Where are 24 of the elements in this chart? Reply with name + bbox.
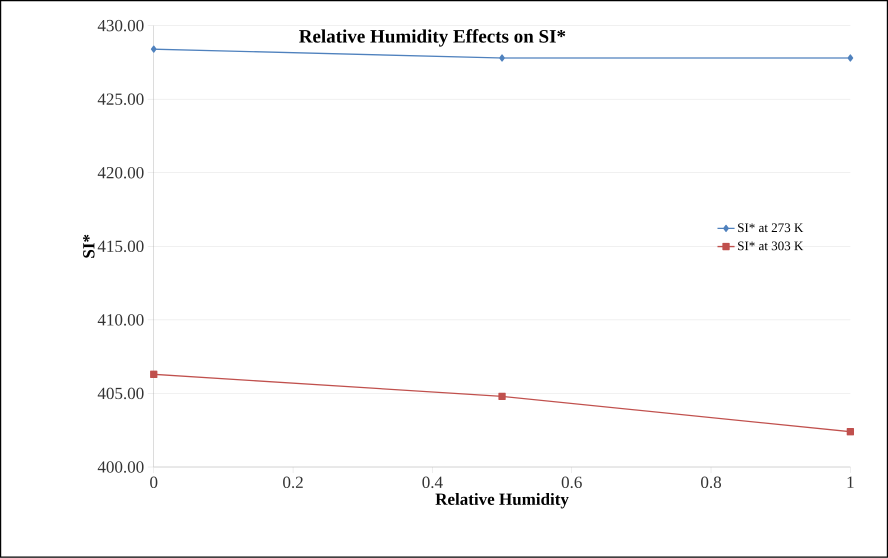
y-tick-label: 400.00 (98, 461, 144, 473)
point (150, 370, 158, 378)
point (846, 428, 854, 436)
y-tick-label: 410.00 (98, 314, 144, 326)
y-tick-label: 430.00 (98, 20, 144, 32)
x-tick-label: 0 (150, 476, 158, 488)
point (150, 46, 157, 53)
x-tick-label: 0.2 (283, 476, 303, 488)
legend-label: SI* at 303 K (738, 242, 804, 250)
legend-label: SI* at 273 K (738, 224, 804, 232)
point (499, 54, 505, 62)
x-tick-label: 0.8 (701, 476, 722, 488)
chart-title: Relative Humidity Effects on SI* (299, 29, 566, 47)
y-tick-label: 420.00 (98, 167, 144, 179)
y-tick-label: 415.00 (98, 240, 144, 252)
y-axis-title: SI* (83, 234, 95, 258)
x-tick-label: 1 (848, 476, 854, 488)
y-tick-label: 405.00 (98, 388, 144, 400)
point (847, 54, 854, 62)
x-tick-label: 0.6 (562, 476, 582, 488)
x-axis-title: Relative Humidity (435, 493, 569, 509)
y-tick-label: 425.00 (98, 94, 144, 106)
x-tick-label: 0.4 (422, 476, 443, 488)
point (498, 392, 506, 400)
